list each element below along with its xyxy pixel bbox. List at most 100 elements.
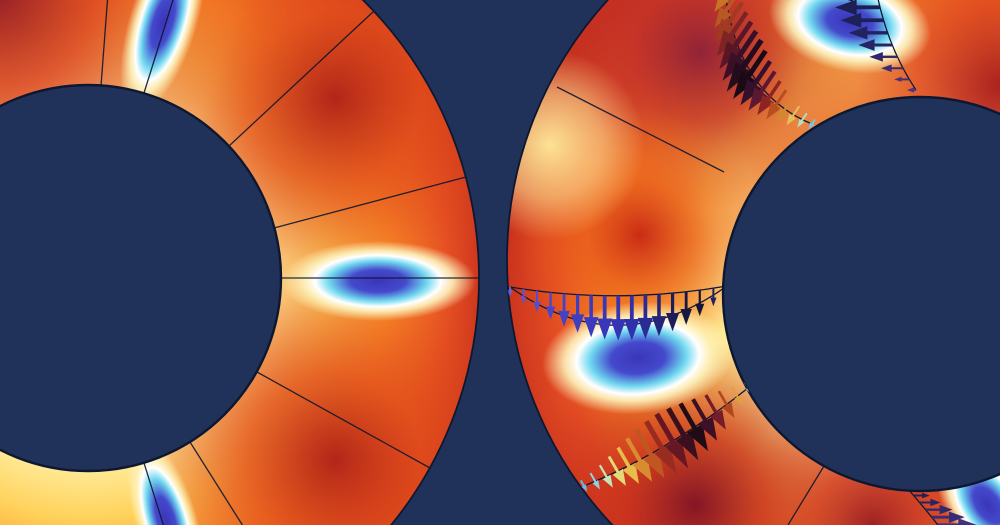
fan-top-left xyxy=(714,0,816,130)
flux-arrow-shaft xyxy=(589,472,597,484)
flux-arrow-shaft xyxy=(625,437,643,463)
flux-arrow-shaft xyxy=(607,455,620,474)
flux-arrow-shaft xyxy=(654,412,676,445)
sector-line xyxy=(787,465,825,525)
flux-arrow-shaft xyxy=(678,402,698,431)
flux-arrow-head xyxy=(840,12,862,28)
flux-arrow-shaft xyxy=(810,118,816,126)
glow-lobe xyxy=(507,50,645,240)
flux-arrow-head xyxy=(581,484,588,492)
flux-arrow-shaft xyxy=(728,11,749,38)
flux-arrow-head xyxy=(958,518,977,525)
cold-spot xyxy=(280,241,476,321)
sector-line xyxy=(256,371,431,469)
flux-arrow-head xyxy=(948,511,965,523)
flux-arrow-shaft xyxy=(730,386,739,399)
inner-boundary xyxy=(0,83,283,473)
flux-arrow-shaft xyxy=(666,407,687,438)
flux-arrow-shaft xyxy=(774,89,788,107)
flux-arrow-head xyxy=(637,317,653,340)
sector-line xyxy=(228,10,375,147)
sector-line xyxy=(143,462,204,525)
inner-boundary xyxy=(721,95,1000,493)
flux-arrow-head xyxy=(786,113,796,126)
flux-arrow-shaft xyxy=(726,1,744,26)
flux-arrow-head xyxy=(848,26,868,40)
flux-arrow-shaft xyxy=(717,390,729,407)
flux-arrow-head xyxy=(726,61,751,92)
flux-arrow-head xyxy=(507,290,513,297)
flux-arrow-head xyxy=(733,70,757,99)
flux-arrow-shaft xyxy=(598,464,609,479)
outer-boundary xyxy=(361,0,480,525)
cold-spot xyxy=(120,0,206,114)
flux-arrow-head xyxy=(651,316,667,337)
flux-arrow-head xyxy=(592,480,600,490)
flux-arrow-head xyxy=(881,64,892,73)
flux-arrow-shaft xyxy=(644,420,665,451)
flux-arrow-head xyxy=(624,318,640,341)
flux-arrow-head xyxy=(714,0,730,12)
flux-arrow-shaft xyxy=(732,20,754,49)
flux-arrow-head xyxy=(734,394,743,406)
sector-line xyxy=(189,441,297,525)
flux-arrow-head xyxy=(698,416,718,441)
flux-arrow-shaft xyxy=(766,80,782,101)
profile-curve xyxy=(583,387,749,487)
flux-arrow-head xyxy=(520,296,527,305)
flux-arrow-head xyxy=(665,312,680,332)
sector-line xyxy=(100,0,117,87)
flux-arrow-head xyxy=(583,317,599,338)
flux-arrow-shaft xyxy=(759,70,777,94)
flux-arrow-head xyxy=(748,87,768,111)
flux-arrow-shaft xyxy=(740,38,764,70)
flux-arrow-head xyxy=(797,119,805,128)
flux-arrow-shaft xyxy=(704,394,719,415)
fan-top-right xyxy=(831,0,917,93)
flux-arrow-shaft xyxy=(752,60,772,87)
flux-arrow-head xyxy=(740,79,763,106)
flux-arrow-shaft xyxy=(800,112,808,123)
flux-arrow-head xyxy=(545,306,556,320)
cold-spot xyxy=(127,438,205,525)
flux-arrow-head xyxy=(710,297,717,307)
flux-arrow-head xyxy=(610,319,627,341)
flux-arrow-head xyxy=(676,430,699,461)
flux-arrow-head xyxy=(597,318,613,340)
flux-arrow-shaft xyxy=(782,97,794,113)
flux-arrow-head xyxy=(715,18,736,43)
flux-arrow-head xyxy=(710,409,726,430)
flux-arrow-head xyxy=(776,108,789,123)
flux-arrow-shaft xyxy=(634,428,654,458)
flux-arrow-head xyxy=(680,308,692,325)
flux-arrow-head xyxy=(869,51,883,62)
flux-arrow-head xyxy=(558,310,570,327)
flux-arrow-head xyxy=(722,402,735,418)
flux-arrow-shaft xyxy=(723,0,740,13)
fan-bottom xyxy=(579,381,752,492)
flux-arrow-head xyxy=(858,39,875,51)
profile-curve xyxy=(876,0,917,91)
sector-line xyxy=(273,176,467,229)
flux-arrow-head xyxy=(757,94,775,116)
flux-arrow-head xyxy=(907,87,914,93)
flux-arrow-head xyxy=(533,301,541,312)
flux-arrow-shaft xyxy=(736,29,759,60)
flux-arrow-head xyxy=(695,303,705,317)
flux-arrow-shaft xyxy=(691,398,708,423)
flux-arrow-head xyxy=(571,314,585,333)
flux-arrow-head xyxy=(722,51,747,81)
flux-arrow-head xyxy=(939,504,953,515)
flux-arrow-head xyxy=(894,76,902,82)
flux-arrow-head xyxy=(808,122,815,130)
flux-arrow-head xyxy=(930,498,941,507)
outer-boundary xyxy=(506,0,614,525)
profile-curve xyxy=(509,285,728,297)
flux-arrow-head xyxy=(766,101,781,120)
flux-arrow-shaft xyxy=(579,479,586,487)
flux-arrow-head xyxy=(612,468,626,486)
flux-arrow-shaft xyxy=(791,105,801,118)
sector-line xyxy=(143,0,204,94)
